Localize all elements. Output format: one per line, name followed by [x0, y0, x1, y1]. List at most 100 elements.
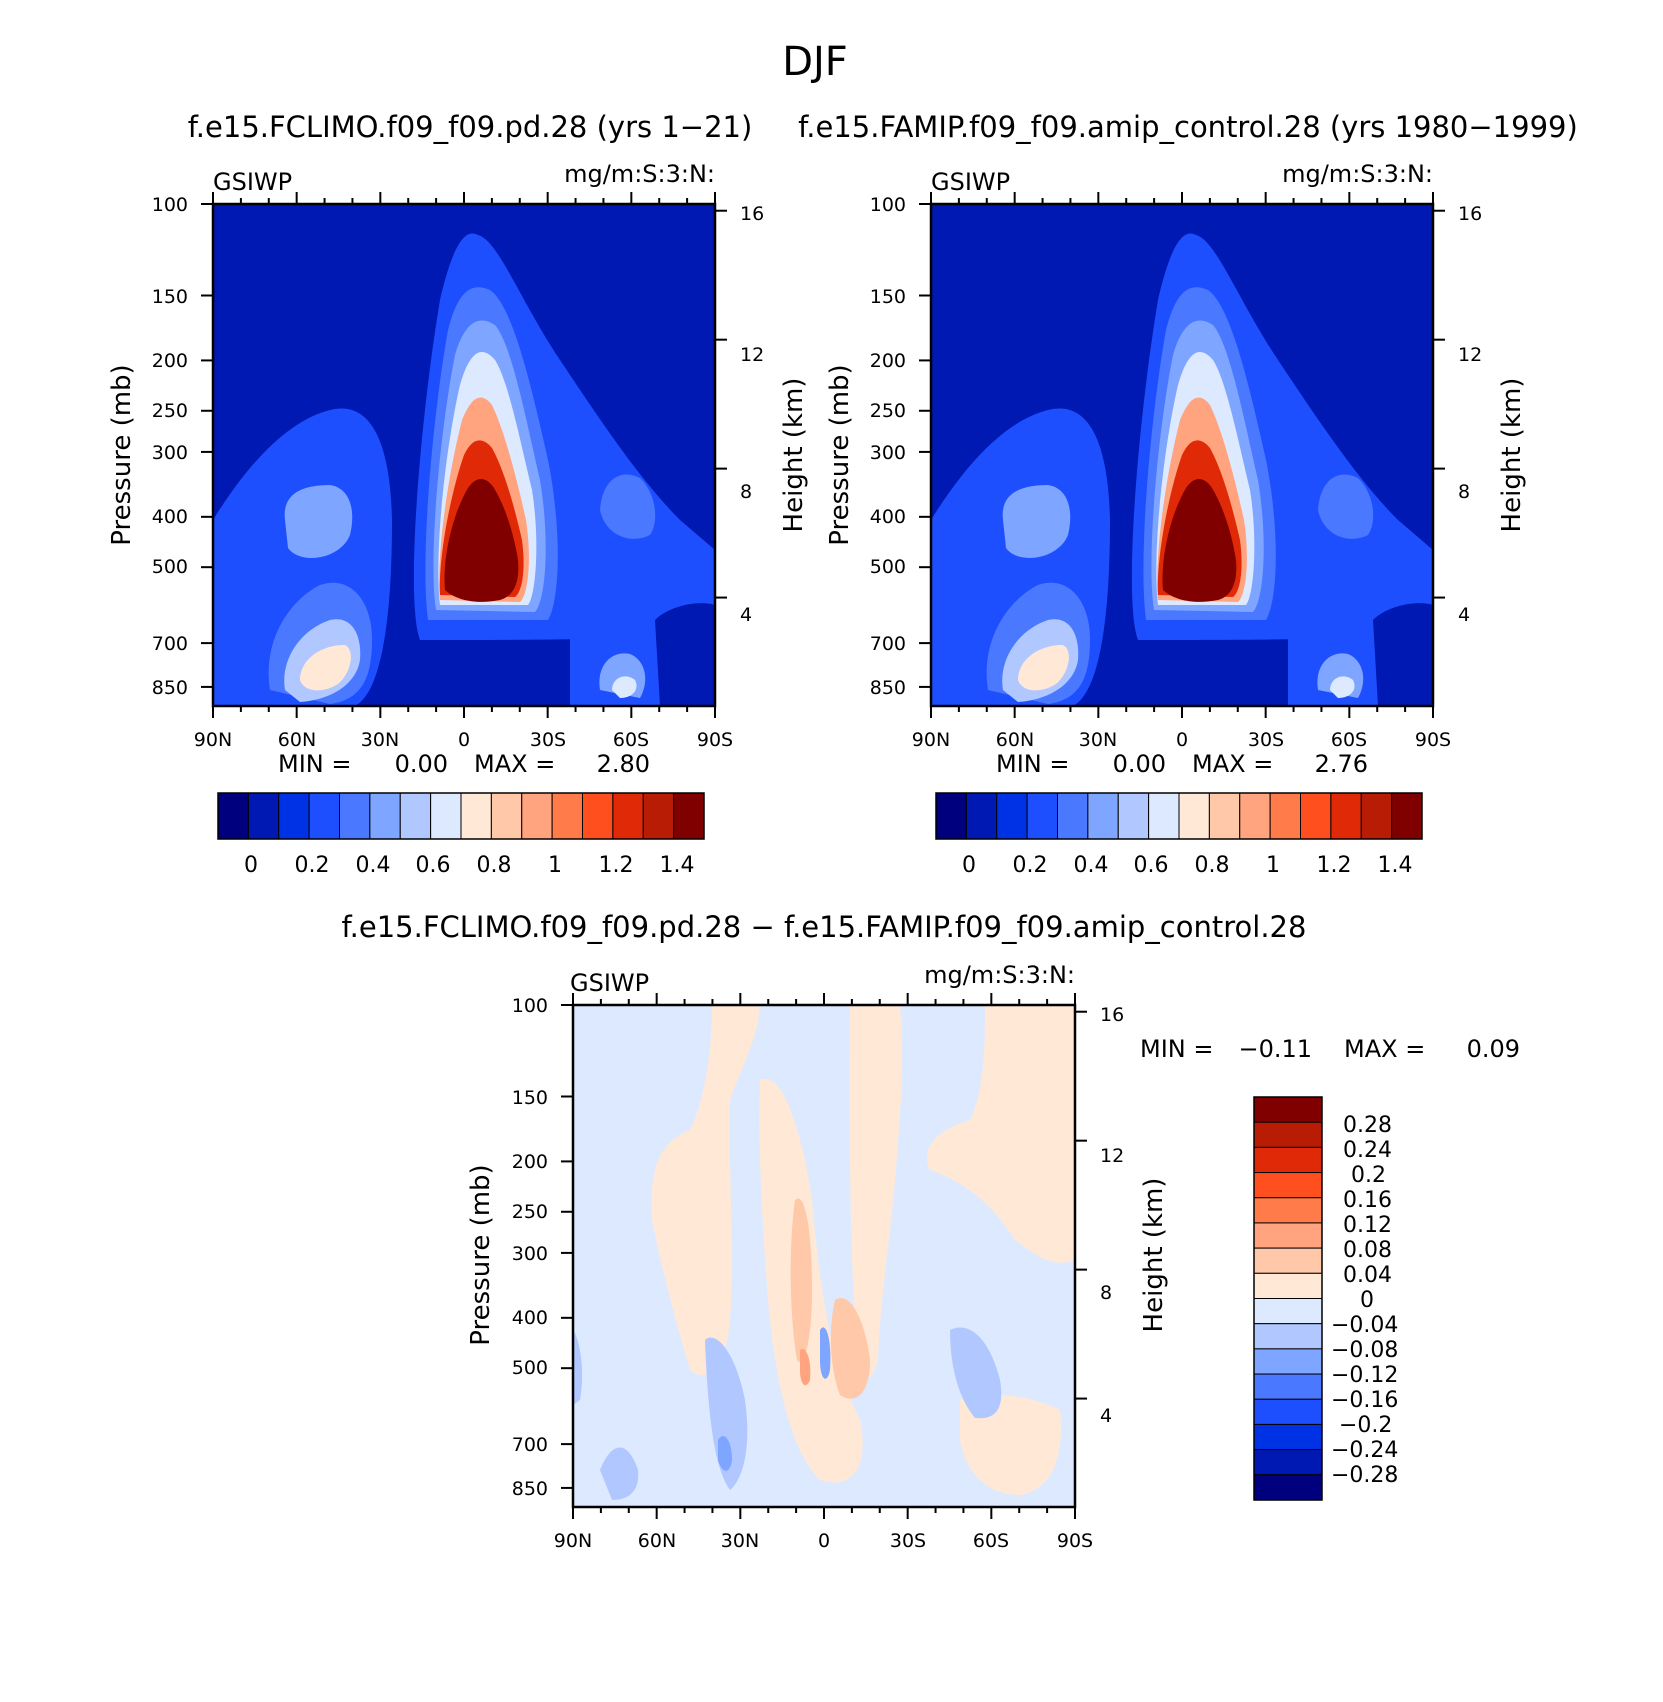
colorbar-swatch	[1253, 1197, 1323, 1224]
y-axis-right: 16 12 8 4	[1458, 203, 1482, 626]
colorbar-swatch	[1208, 792, 1241, 840]
y-right-tick-label: 8	[1100, 1282, 1112, 1304]
x-tick-label: 0	[1176, 729, 1188, 751]
x-tick-label: 90N	[912, 729, 950, 751]
x-tick-label: 30N	[1079, 729, 1117, 751]
colorbar-swatch	[1253, 1146, 1323, 1174]
colorbar-swatch	[1253, 1247, 1323, 1274]
colorbar-swatch	[308, 792, 340, 840]
contour-band	[600, 474, 656, 539]
colorbar-swatch	[1057, 792, 1089, 840]
max-label: MAX =	[1192, 750, 1273, 778]
y-right-tick-label: 4	[740, 604, 752, 626]
y-axis-right-label: Height (km)	[779, 378, 809, 533]
x-tick-label: 30S	[890, 1530, 926, 1552]
colorbar-swatch	[1148, 792, 1180, 840]
y-tick-label: 500	[512, 1357, 548, 1379]
colorbar-swatch	[1087, 792, 1119, 840]
colorbar-swatch	[642, 792, 675, 840]
colorbar-swatch	[582, 792, 614, 840]
colorbar-swatch	[1253, 1373, 1323, 1400]
colorbar-swatch	[1253, 1323, 1323, 1350]
colorbar-label: 0.16	[1343, 1188, 1392, 1213]
colorbar-swatch	[1253, 1172, 1323, 1199]
colorbar-label: −0.08	[1331, 1338, 1398, 1363]
variable-label: GSIWP	[213, 168, 292, 196]
colorbar-label: 0.2	[295, 853, 330, 878]
colorbar-label: 0.28	[1343, 1113, 1392, 1138]
contour-band	[830, 1298, 870, 1399]
colorbar-label: 0.2	[1351, 1163, 1386, 1188]
y-axis-label: Pressure (mb)	[107, 364, 137, 545]
contour-band	[820, 1327, 831, 1379]
x-tick-label: 90S	[1057, 1530, 1093, 1552]
colorbar-swatch	[1253, 1423, 1323, 1451]
contour-band	[790, 1198, 812, 1362]
colorbar-label: 0.4	[1074, 853, 1109, 878]
x-tick-label: 0	[458, 729, 470, 751]
contour-band	[718, 1436, 732, 1471]
y-axis-label: Pressure (mb)	[466, 1164, 496, 1345]
colorbar-label: 0.24	[1343, 1138, 1392, 1163]
colorbar-swatch	[965, 792, 998, 840]
variable-label: GSIWP	[931, 168, 1010, 196]
max-label: MAX =	[474, 750, 555, 778]
colorbar	[935, 792, 1423, 840]
colorbar-swatch	[1253, 1121, 1323, 1148]
panel-title: f.e15.FCLIMO.f09_f09.pd.28 (yrs 1−21)	[188, 110, 753, 144]
colorbar-label: −0.2	[1339, 1413, 1392, 1438]
axis-ticks	[201, 192, 1445, 1519]
colorbar-swatch	[1360, 792, 1393, 840]
y-axis: 100 150 200 250 300 400 500 700 850	[152, 194, 188, 699]
panel-title: f.e15.FAMIP.f09_f09.amip_control.28 (yrs…	[798, 110, 1578, 144]
min-label: MIN =	[1140, 1035, 1213, 1063]
colorbar-label: 0	[962, 853, 976, 878]
colorbar-label: 0.08	[1343, 1238, 1392, 1263]
y-axis-label: Pressure (mb)	[825, 364, 855, 545]
y-axis-right-label: Height (km)	[1497, 378, 1527, 533]
y-right-tick-label: 16	[740, 203, 764, 225]
y-axis: 100 150 200 250 300 400 500 700 850	[512, 995, 548, 1500]
colorbar	[1253, 1096, 1323, 1501]
contour-band	[1002, 485, 1071, 558]
x-tick-label: 60N	[278, 729, 316, 751]
y-axis-right: 16 12 8 4	[740, 203, 764, 626]
y-tick-label: 200	[152, 350, 188, 372]
max-value: 0.09	[1467, 1035, 1520, 1063]
colorbar-label: 0.8	[1195, 853, 1230, 878]
colorbar-swatch	[369, 792, 401, 840]
y-right-tick-label: 12	[1100, 1145, 1124, 1167]
colorbar-label: 1.2	[599, 853, 634, 878]
min-label: MIN =	[996, 750, 1069, 778]
colorbar-swatch	[521, 792, 553, 840]
colorbar-swatch	[460, 792, 492, 840]
colorbar-label: 0.6	[1134, 853, 1169, 878]
colorbar-label: 1.4	[660, 853, 695, 878]
contour-band	[926, 1005, 1075, 1263]
x-tick-label: 60N	[638, 1530, 676, 1552]
contour-band	[612, 676, 637, 698]
colorbar-label: −0.28	[1331, 1463, 1398, 1488]
colorbar-swatch	[1117, 792, 1150, 840]
min-value: 0.00	[395, 750, 448, 778]
y-right-tick-label: 12	[740, 344, 764, 366]
y-axis-right-label: Height (km)	[1139, 1178, 1169, 1333]
contour-band	[651, 1005, 760, 1375]
colorbar-label: 0.2	[1013, 853, 1048, 878]
colorbar-swatch	[1253, 1298, 1323, 1325]
colorbar-swatch	[1269, 792, 1301, 840]
x-tick-label: 90N	[194, 729, 232, 751]
y-tick-label: 700	[152, 633, 188, 655]
colorbar-swatch	[1253, 1449, 1323, 1476]
y-tick-label: 400	[512, 1307, 548, 1329]
x-tick-label: 30N	[721, 1530, 759, 1552]
panel-0: f.e15.FCLIMO.f09_f09.pd.28 (yrs 1−21) GS…	[107, 110, 809, 878]
units-label: mg/m:S:3:N:	[1282, 160, 1433, 188]
colorbar-label: −0.12	[1331, 1363, 1398, 1388]
y-tick-label: 200	[512, 1151, 548, 1173]
y-tick-label: 300	[870, 442, 906, 464]
max-value: 2.80	[597, 750, 650, 778]
x-tick-label: 90S	[697, 729, 733, 751]
colorbar-swatch	[1253, 1398, 1323, 1425]
colorbar	[217, 792, 705, 840]
